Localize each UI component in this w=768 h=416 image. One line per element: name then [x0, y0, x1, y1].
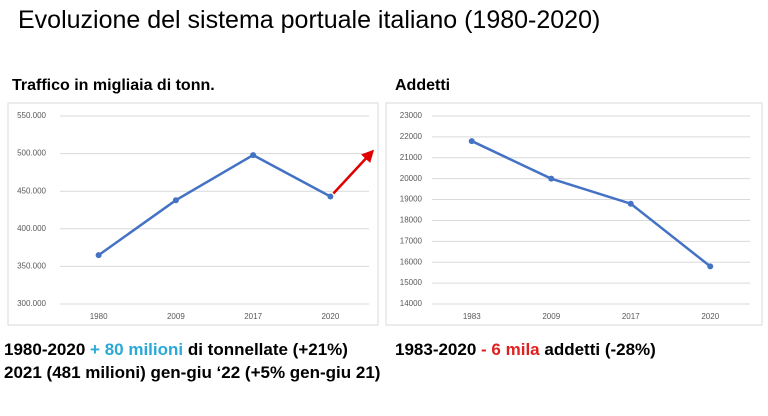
- x-tick-label: 2020: [701, 312, 719, 321]
- data-point: [707, 263, 714, 270]
- chart-title: Traffico in migliaia di tonn.: [12, 77, 215, 94]
- y-tick-label: 17000: [400, 236, 423, 245]
- x-tick-label: 2020: [321, 312, 339, 321]
- caption-text: di tonnellate (+21%): [187, 340, 348, 359]
- y-tick-label: 15000: [400, 278, 423, 287]
- y-tick-label: 22000: [400, 132, 423, 141]
- caption-highlight: + 80 milioni: [90, 340, 184, 359]
- slide-title: Evoluzione del sistema portuale italiano…: [18, 6, 601, 34]
- x-tick-label: 1980: [90, 312, 108, 321]
- data-point: [548, 175, 555, 182]
- chart-frame: [7, 102, 379, 326]
- trend-arrow: [332, 149, 375, 195]
- data-line: [97, 153, 331, 257]
- y-tick-label: 16000: [400, 257, 423, 266]
- x-tick-label: 2017: [244, 312, 262, 321]
- caption-text: 2021 (481 milioni) gen-giu ‘22 (+5% gen-…: [4, 363, 381, 382]
- y-tick-label: 14000: [400, 299, 423, 308]
- y-tick-label: 19000: [400, 195, 423, 204]
- caption: 1983-2020 - 6 mila addetti (-28%): [395, 338, 656, 361]
- chart-title: Addetti: [395, 77, 451, 94]
- caption-text: 1980-2020: [4, 340, 86, 359]
- data-point: [172, 197, 179, 204]
- y-tick-label: 550.000: [17, 111, 46, 120]
- x-tick-label: 2009: [542, 312, 560, 321]
- y-tick-label: 450.000: [17, 186, 46, 195]
- y-tick-label: 21000: [400, 153, 423, 162]
- data-point: [327, 193, 334, 200]
- y-tick-label: 350.000: [17, 262, 46, 271]
- chart-frame: [385, 102, 763, 326]
- y-tick-label: 500.000: [17, 149, 46, 158]
- x-tick-label: 1983: [463, 312, 481, 321]
- y-tick-label: 20000: [400, 174, 423, 183]
- y-tick-label: 23000: [400, 111, 423, 120]
- data-line: [471, 139, 712, 268]
- caption-text: 1983-2020: [395, 340, 477, 359]
- caption-highlight: - 6 mila: [481, 340, 540, 359]
- data-point: [95, 252, 102, 259]
- y-tick-label: 400.000: [17, 224, 46, 233]
- caption-text: addetti (-28%): [544, 340, 656, 359]
- data-point: [468, 138, 475, 145]
- y-tick-label: 18000: [400, 216, 423, 225]
- x-tick-label: 2017: [622, 312, 640, 321]
- x-tick-label: 2009: [167, 312, 185, 321]
- data-point: [250, 152, 257, 159]
- caption: 1980-2020 + 80 milioni di tonnellate (+2…: [4, 338, 389, 384]
- data-point: [627, 200, 634, 207]
- y-tick-label: 300.000: [17, 299, 46, 308]
